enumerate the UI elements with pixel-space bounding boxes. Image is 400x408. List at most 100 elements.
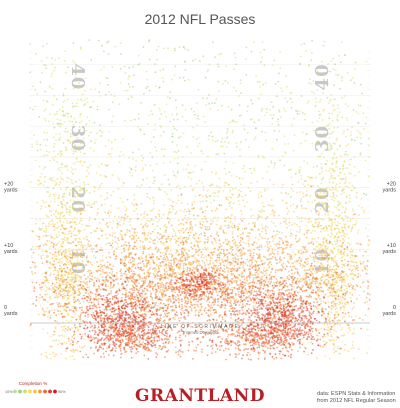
pass-dot <box>300 259 302 262</box>
pass-dot <box>157 285 160 288</box>
pass-dot <box>53 311 55 314</box>
pass-dot <box>59 264 61 267</box>
pass-dot <box>72 287 74 290</box>
pass-dot <box>317 335 320 337</box>
pass-dot <box>145 310 147 313</box>
pass-dot <box>70 179 73 181</box>
pass-dot <box>115 247 118 250</box>
pass-dot <box>252 254 255 257</box>
pass-dot <box>76 234 79 237</box>
pass-dot <box>161 299 164 302</box>
pass-dot <box>35 234 38 237</box>
pass-dot <box>343 232 346 235</box>
pass-dot <box>186 241 188 244</box>
pass-dot <box>306 260 309 262</box>
pass-dot <box>197 314 200 316</box>
pass-dot <box>288 221 291 224</box>
pass-dot <box>343 218 345 221</box>
pass-dot <box>287 293 290 295</box>
pass-dot <box>157 232 159 234</box>
pass-dot <box>198 309 201 312</box>
pass-dot <box>73 278 76 280</box>
pass-dot <box>322 273 324 276</box>
pass-dot <box>322 202 325 205</box>
pass-dot <box>321 265 324 268</box>
pass-dot <box>60 288 63 290</box>
pass-dot <box>348 225 351 228</box>
pass-dot <box>40 148 42 151</box>
pass-dot <box>284 221 287 223</box>
pass-dot <box>71 140 74 143</box>
pass-dot <box>366 352 368 354</box>
pass-dot <box>328 287 331 289</box>
pass-dot <box>343 306 346 309</box>
pass-dot <box>54 59 56 61</box>
pass-dot <box>361 269 364 272</box>
pass-dot <box>186 296 189 299</box>
pass-dot <box>41 199 44 202</box>
pass-dot <box>340 235 343 237</box>
pass-dot <box>76 211 79 214</box>
pass-dot <box>327 204 330 207</box>
pass-dot <box>77 248 80 251</box>
pass-dot <box>206 291 209 293</box>
pass-dot <box>332 288 335 291</box>
pass-dot <box>314 267 317 270</box>
pass-dot <box>350 230 353 232</box>
pass-dot <box>154 270 156 273</box>
pass-dot <box>343 160 346 163</box>
pass-dot <box>231 267 234 270</box>
pass-dot <box>126 284 128 287</box>
pass-dot <box>230 274 233 276</box>
pass-dot <box>185 221 188 224</box>
pass-dot <box>86 305 89 308</box>
pass-dot <box>218 315 221 318</box>
pass-dot <box>177 281 180 284</box>
pass-dot <box>307 242 309 245</box>
pass-dot <box>185 308 187 311</box>
pass-dot <box>347 275 349 278</box>
pass-dot <box>80 217 83 220</box>
pass-dot <box>348 181 351 184</box>
pass-dot <box>70 166 73 169</box>
pass-dot <box>197 254 200 257</box>
pass-dot <box>175 296 177 298</box>
pass-dot <box>83 345 86 347</box>
pass-dot <box>337 174 340 177</box>
pass-dot <box>127 295 130 297</box>
pass-dot <box>241 281 244 283</box>
pass-dot <box>44 175 46 178</box>
pass-dot <box>267 297 270 299</box>
pass-dot <box>180 259 183 262</box>
pass-dot <box>235 261 237 264</box>
pass-dot <box>80 241 83 244</box>
pass-dot <box>148 268 151 271</box>
pass-dot <box>249 281 252 284</box>
pass-dot <box>345 180 348 183</box>
pass-dot <box>57 305 60 308</box>
pass-dot <box>353 156 356 158</box>
pass-dot <box>50 210 53 213</box>
pass-dot <box>291 272 293 275</box>
pass-dot <box>52 208 55 211</box>
pass-dot <box>167 303 170 306</box>
pass-dot <box>351 77 354 79</box>
pass-dot <box>315 245 318 248</box>
pass-dot <box>222 283 225 286</box>
pass-dot <box>62 289 65 291</box>
pass-dot <box>343 348 346 351</box>
pass-dot <box>334 169 336 172</box>
pass-dot <box>46 332 49 334</box>
pass-dot <box>319 208 322 210</box>
pass-dot <box>70 262 73 265</box>
pass-dot <box>110 277 113 280</box>
pass-dot <box>325 241 328 244</box>
pass-dot <box>130 270 133 272</box>
pass-dot <box>304 277 307 280</box>
pass-dot <box>156 255 158 258</box>
pass-dot <box>51 88 54 90</box>
pass-dot <box>117 293 119 295</box>
pass-dot <box>214 259 217 262</box>
pass-dot <box>52 176 55 179</box>
pass-dot <box>248 295 250 297</box>
